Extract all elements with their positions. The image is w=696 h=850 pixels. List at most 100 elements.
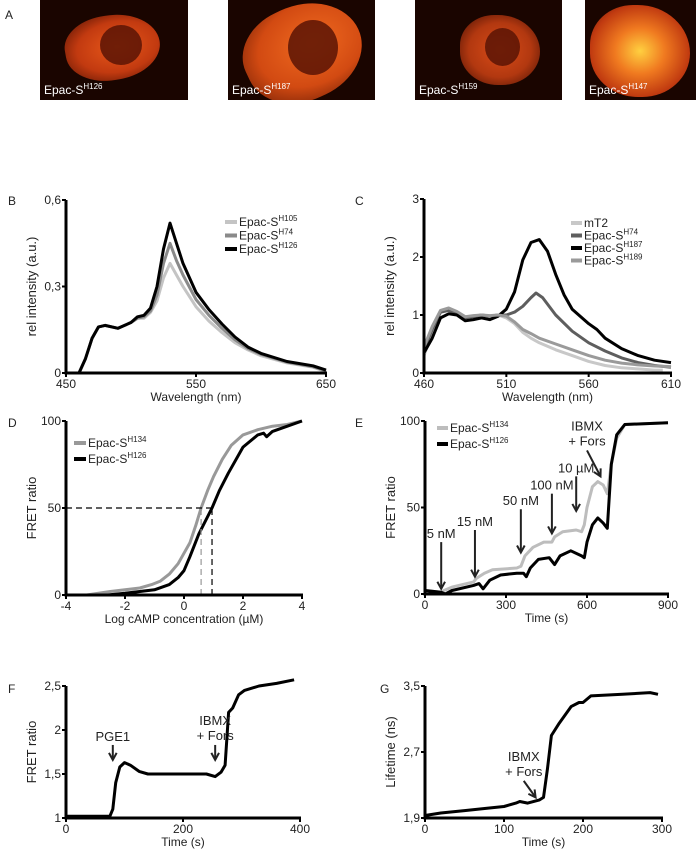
micrograph-label: Epac-SH147 [589, 82, 647, 97]
y-axis-label: FRET ratio [24, 721, 39, 784]
y-tick-label: 0,3 [44, 280, 61, 294]
y-tick-label: 0 [412, 366, 419, 380]
x-axis-label: Time (s) [525, 611, 569, 625]
y-tick-label: 1,9 [403, 811, 420, 825]
x-tick-label: 4 [299, 599, 306, 613]
label-base: Epac-S [44, 83, 84, 97]
chart-panel-d: D -4 -2 0 2 4 0 50 100 Log cAMP concentration (µM… [8, 414, 306, 626]
panel-letter: C [355, 194, 364, 208]
legend-entry: Epac-SH74 [584, 228, 639, 243]
y-tick-label: 2,5 [44, 679, 61, 693]
cell-nucleus [288, 20, 338, 75]
panel-letter: B [8, 194, 16, 208]
micrograph-label: Epac-SH126 [44, 82, 102, 97]
annotation-label: 50 nM [503, 493, 539, 508]
x-tick-label: 200 [173, 822, 193, 836]
legend-entry: Epac-SH126 [239, 241, 298, 256]
annotation-label-line2: + Fors [197, 728, 235, 743]
arrow-head [436, 581, 446, 591]
legend-entry: Epac-SH134 [88, 435, 147, 450]
annotation-arrow: IBMX+ Fors [197, 713, 235, 763]
y-tick-label: 1 [54, 811, 61, 825]
label-base: Epac-S [589, 83, 629, 97]
x-tick-label: 510 [496, 377, 516, 391]
micrograph-label: Epac-SH159 [419, 82, 477, 97]
legend-entry: Epac-SH134 [450, 420, 509, 435]
x-axis-label: Wavelength (nm) [502, 390, 593, 404]
series-line [424, 691, 659, 817]
chart-panel-e: E 0 300 600 900 0 50 100 Time (s) FRET ratio Epac-… [355, 414, 678, 625]
arrow-head [527, 789, 537, 800]
legend-superscript: H187 [623, 240, 643, 249]
annotation-label: 100 nM [530, 478, 573, 493]
legend-label: Epac-S [239, 215, 278, 229]
y-tick-label: 100 [400, 414, 420, 428]
panel-letter: D [8, 416, 17, 430]
y-tick-label: 2 [412, 250, 419, 264]
annotation-arrow: IBMX+ Fors [568, 418, 606, 479]
chart-panel-f: F 0 200 400 1 1,5 2 2,5 Time (s) FRET ratio PGE1 IB… [8, 678, 310, 849]
legend-superscript: H134 [127, 435, 147, 444]
panel-a-letter: A [5, 8, 14, 22]
label-sup: H187 [271, 82, 291, 91]
x-tick-label: 300 [652, 822, 672, 836]
x-tick-label: 2 [240, 599, 247, 613]
annotation-label: 10 µM [558, 460, 594, 475]
arrow-head [593, 468, 602, 479]
series-line [424, 421, 669, 594]
legend-superscript: H74 [278, 228, 293, 237]
annotation-label: 15 nM [457, 514, 493, 529]
panel-letter: E [355, 416, 363, 430]
micrograph-4: Epac-SH147 [585, 0, 696, 100]
legend-label: Epac-S [88, 452, 127, 466]
annotation-arrow: IBMX+ Fors [505, 749, 543, 800]
annotation-label: PGE1 [95, 729, 130, 744]
arrow-head [571, 503, 581, 514]
micrograph-1: Epac-SH126 [40, 0, 188, 100]
label-sup: H126 [83, 82, 103, 91]
legend: Epac-SH134 Epac-SH126 [74, 435, 147, 466]
series-line [86, 419, 303, 597]
x-tick-label: 0 [422, 822, 429, 836]
chart-panel-b: B 450 550 650 0 0,3 0,6 Wavelength (nm) rel inte… [8, 193, 336, 404]
cell-body [590, 5, 690, 97]
legend-entry: Epac-SH74 [239, 228, 294, 243]
annotation-label-line2: + Fors [568, 433, 606, 448]
annotation-arrow: 100 nM [530, 478, 574, 536]
y-tick-label: 3 [412, 192, 419, 206]
x-tick-label: 460 [414, 377, 434, 391]
y-tick-label: 0 [54, 588, 61, 602]
chart-panel-c: C 460 510 560 610 0 1 2 3 Wavelength (nm) rel inte… [355, 192, 681, 404]
annotation-arrow: 5 nM [427, 526, 456, 591]
annotation-label-line2: + Fors [505, 764, 543, 779]
panel-letter: F [8, 682, 15, 696]
y-tick-label: 2,7 [403, 745, 420, 759]
legend-superscript: H126 [278, 241, 298, 250]
x-tick-label: -2 [120, 599, 131, 613]
y-tick-label: 50 [407, 501, 421, 515]
arrow-shaft [586, 449, 602, 477]
x-tick-label: 560 [579, 377, 599, 391]
arrow-shaft [522, 780, 537, 798]
y-tick-label: 3,5 [403, 679, 420, 693]
legend-label: Epac-S [239, 229, 278, 243]
series-line [422, 291, 672, 369]
x-tick-label: 0 [63, 822, 70, 836]
legend-label: Epac-S [584, 241, 623, 255]
y-axis-label: rel intensity (a.u.) [382, 236, 397, 336]
legend-superscript: H105 [278, 214, 298, 223]
y-axis-label: FRET ratio [383, 476, 398, 539]
series-line [66, 221, 327, 375]
cell-nucleus [100, 25, 142, 65]
label-base: Epac-S [419, 83, 459, 97]
series-line [422, 238, 672, 365]
arrow-head [470, 569, 480, 579]
legend-superscript: H126 [127, 451, 147, 460]
label-sup: H147 [628, 82, 648, 91]
legend-entry: Epac-SH105 [239, 214, 298, 229]
micrograph-3: Epac-SH159 [415, 0, 562, 100]
annotation-label: IBMX [571, 418, 603, 433]
arrow-head [210, 752, 220, 763]
x-axis-label: Wavelength (nm) [151, 390, 242, 404]
